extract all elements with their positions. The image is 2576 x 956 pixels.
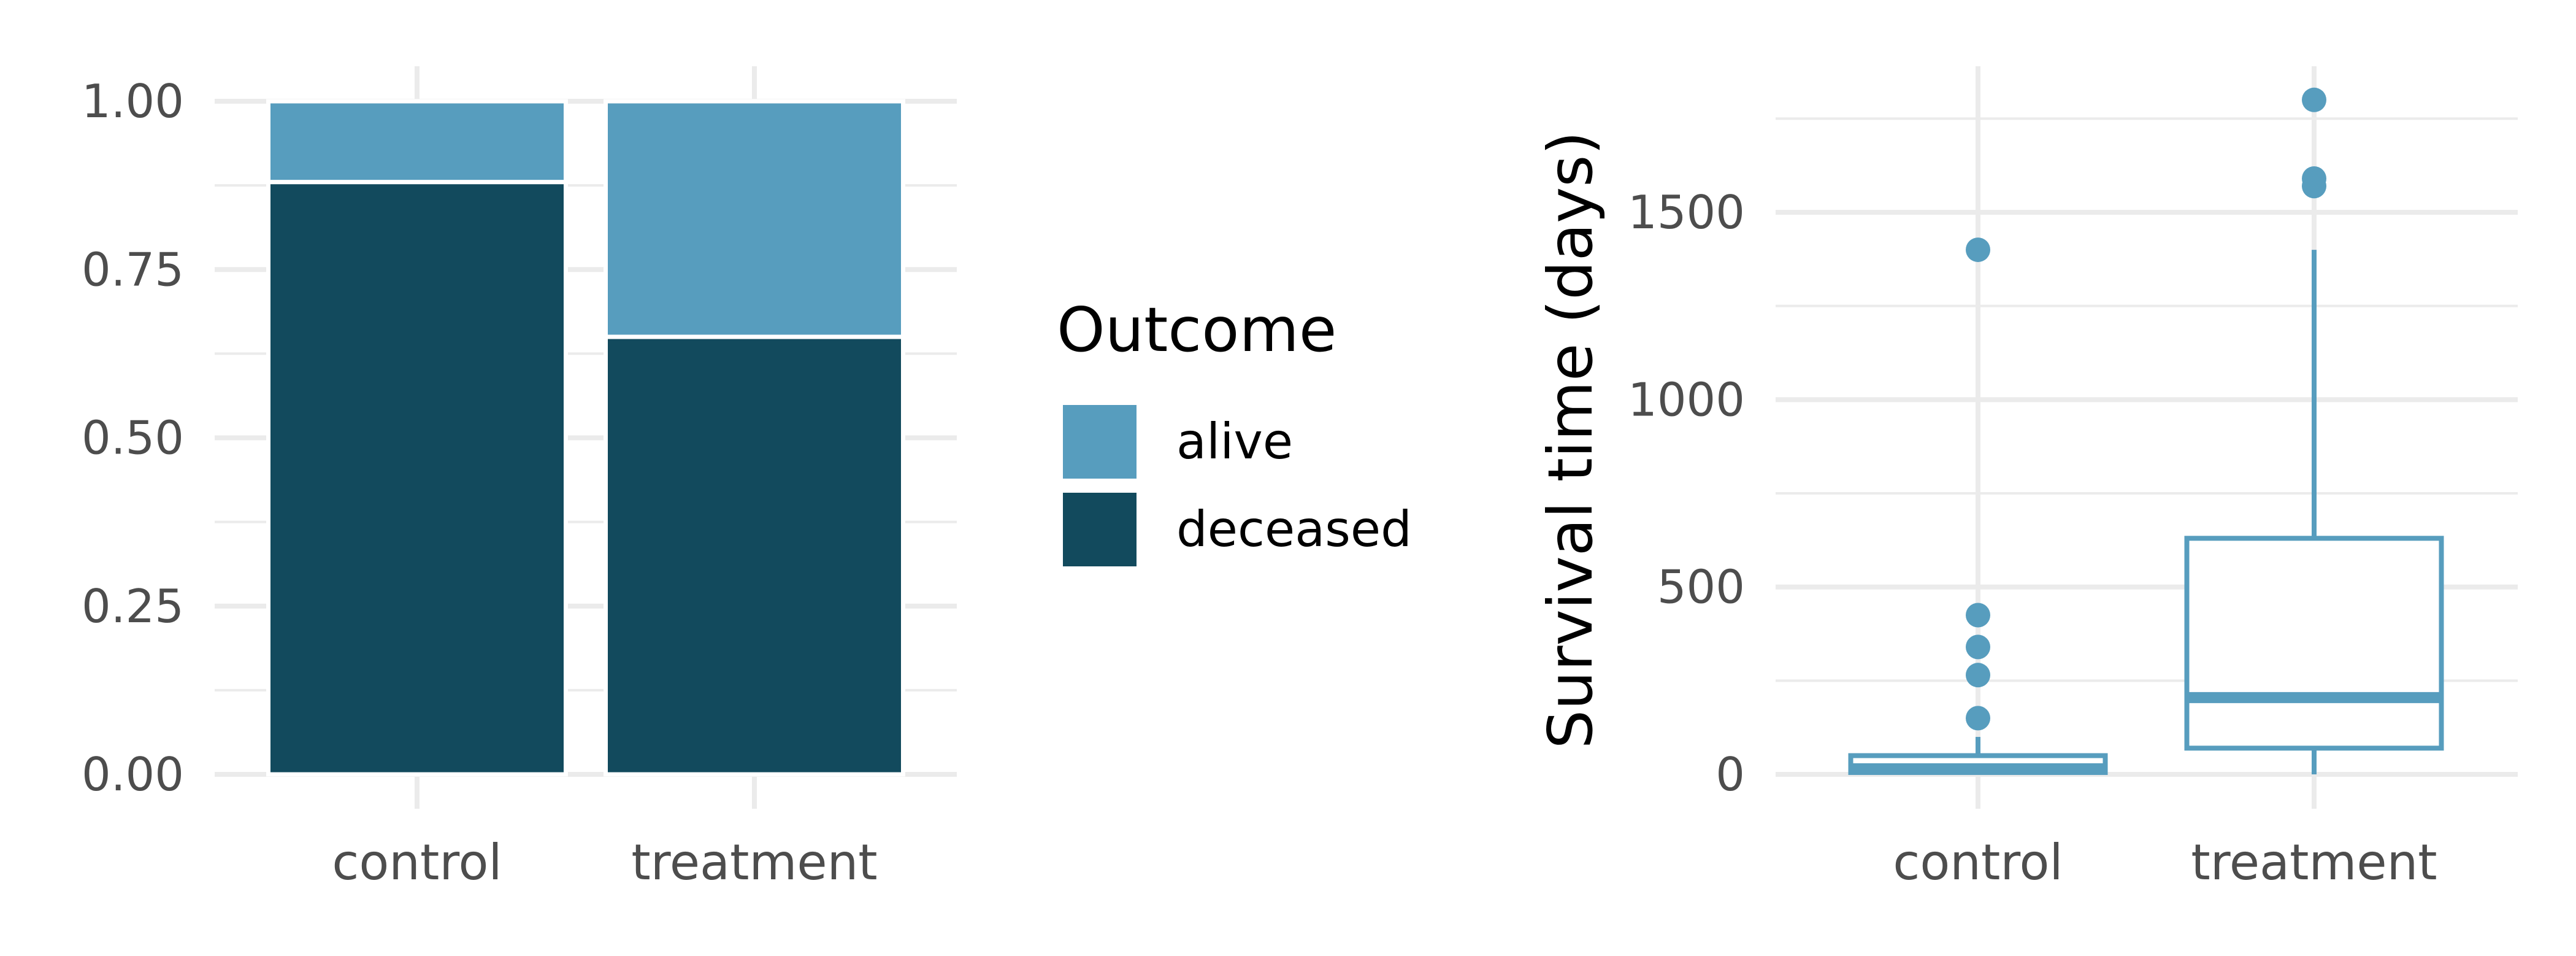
stacked-bars [266,99,905,777]
bar-segment-treatment-deceased [604,334,905,777]
outlier-point-treatment [2302,166,2326,191]
bar-chart-x-tick-label: control [332,834,502,891]
legend: Outcome alive deceased [1057,294,1412,566]
bar-segment-treatment-alive [604,99,905,339]
outlier-point-control [1966,663,1990,688]
bar-chart-x-tick-labels: control treatment [332,834,877,891]
boxplot-y-tick-label: 1000 [1628,372,1745,426]
boxplot-y-axis-label: Survival time (days) [1535,131,1606,749]
boxplot-x-tick-label: control [1893,834,2063,891]
bar-chart-y-tick-label: 0.75 [82,242,184,296]
legend-label-deceased: deceased [1176,501,1412,558]
outlier-point-treatment [2302,87,2326,112]
boxplot-y-tick-label: 0 [1715,747,1745,801]
outlier-point-control [1966,603,1990,628]
boxplot-y-tick-label: 1500 [1628,185,1745,239]
bar-chart-y-tick-label: 0.50 [82,411,184,465]
boxplots [1848,87,2444,775]
outlier-point-control [1966,237,1990,263]
legend-key-alive [1063,405,1137,479]
bar-chart-x-tick-label: treatment [631,834,877,891]
bar-chart-y-tick-labels: 0.00 0.25 0.50 0.75 1.00 [82,74,184,801]
bar-chart-y-tick-label: 1.00 [82,74,184,128]
boxplot-x-tick-label: treatment [2191,834,2437,891]
boxplot-y-tick-label: 500 [1657,560,1745,614]
legend-label-alive: alive [1176,413,1293,470]
legend-key-deceased [1063,493,1137,566]
outlier-point-control [1966,634,1990,660]
outlier-point-control [1966,706,1990,731]
bar-segment-control-deceased [266,180,568,777]
bar-chart-y-tick-label: 0.25 [82,579,184,633]
box-treatment [2184,536,2444,751]
legend-title: Outcome [1057,294,1336,366]
boxplot-x-tick-labels: control treatment [1893,834,2437,891]
bar-chart-y-tick-label: 0.00 [82,747,184,801]
bar-segment-control-alive [266,99,568,185]
boxplot-y-tick-labels: 0 500 1000 1500 [1628,185,1745,801]
